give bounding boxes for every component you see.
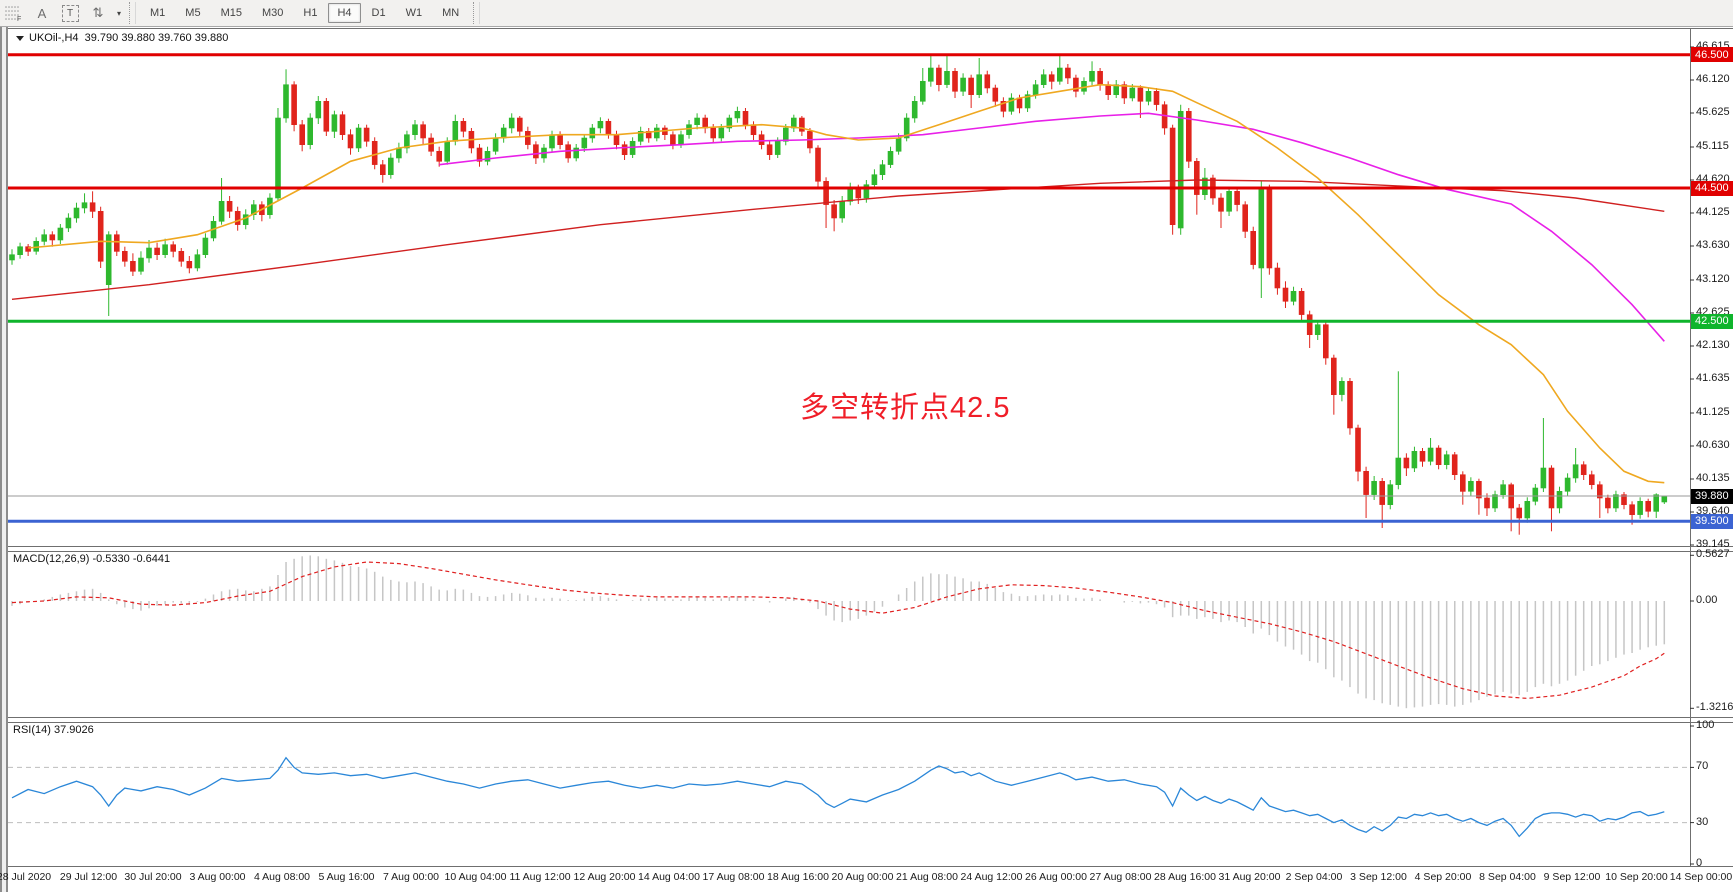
time-tick-label: 24 Aug 12:00 xyxy=(960,871,1023,883)
rsi-tick-label: 0 xyxy=(1696,857,1703,869)
time-tick-label: 2 Sep 04:00 xyxy=(1285,871,1343,883)
time-tick-label: 4 Aug 08:00 xyxy=(253,871,311,883)
dropdown-caret-icon[interactable]: ▾ xyxy=(116,8,121,18)
time-tick-label: 27 Aug 08:00 xyxy=(1089,871,1152,883)
time-tick-label: 9 Sep 12:00 xyxy=(1543,871,1601,883)
timeframe-button-mn[interactable]: MN xyxy=(442,7,460,19)
price-tick-label: 40.135 xyxy=(1696,472,1730,484)
macd-tick-label: 0.5627 xyxy=(1696,548,1730,561)
cursor-tool-icon[interactable]: A xyxy=(37,5,47,21)
time-tick-label: 20 Aug 00:00 xyxy=(831,871,894,883)
chart-shift-icon[interactable]: F xyxy=(1,2,27,24)
arrow-styles-icon[interactable]: ⇅ xyxy=(92,5,104,20)
chart-text-annotation: 多空转折点42.5 xyxy=(800,392,1011,424)
timeframe-button-h1[interactable]: H1 xyxy=(303,7,318,19)
toolbar-separator xyxy=(129,2,136,24)
time-tick-label: 11 Aug 12:00 xyxy=(509,871,571,883)
price-tick-label: 39.145 xyxy=(1696,538,1730,550)
time-tick-label: 17 Aug 08:00 xyxy=(702,871,765,883)
price-tick-label: 46.120 xyxy=(1696,73,1730,85)
grid-dots: F xyxy=(5,5,21,21)
time-tick-label: 28 Aug 16:00 xyxy=(1154,871,1216,883)
chart-title[interactable]: UKOil-,H4 39.790 39.880 39.760 39.880 xyxy=(16,32,228,44)
time-tick-label: 10 Aug 04:00 xyxy=(444,871,507,883)
symbol-ohlc-text: UKOil-,H4 39.790 39.880 39.760 39.880 xyxy=(29,32,229,44)
time-tick-label: 30 Jul 20:00 xyxy=(124,871,182,883)
price-tick-label: 41.125 xyxy=(1696,406,1730,418)
price-tick-label: 40.630 xyxy=(1696,439,1730,451)
time-tick-label: 26 Aug 00:00 xyxy=(1025,871,1087,883)
time-tick-label: 14 Sep 00:00 xyxy=(1669,871,1733,883)
time-tick-label: 4 Sep 20:00 xyxy=(1414,871,1472,883)
time-tick-label: 21 Aug 08:00 xyxy=(896,871,958,883)
macd-tick-label: -1.3216 xyxy=(1696,701,1733,714)
price-tick-label: 43.630 xyxy=(1696,239,1730,251)
level-price-badge: 46.500 xyxy=(1691,47,1733,63)
time-tick-label: 7 Aug 00:00 xyxy=(382,871,440,883)
rsi-panel xyxy=(8,756,1690,838)
timeframe-button-h4[interactable]: H4 xyxy=(328,3,361,23)
time-tick-label: 12 Aug 20:00 xyxy=(573,871,636,883)
price-tick-label: 41.635 xyxy=(1696,372,1730,384)
macd-panel xyxy=(11,555,1666,709)
timeframe-button-w1[interactable]: W1 xyxy=(405,7,423,19)
rsi-tick-label: 30 xyxy=(1696,815,1709,828)
price-tick-label: 43.120 xyxy=(1696,273,1730,285)
time-tick-label: 29 Jul 12:00 xyxy=(59,871,118,883)
text-label-glyph: T xyxy=(61,4,79,22)
macd-tick-label: 0.00 xyxy=(1696,594,1718,606)
price-tick-label: 42.130 xyxy=(1696,339,1730,351)
timeframe-button-m5[interactable]: M5 xyxy=(185,7,201,19)
time-tick-label: 28 Jul 2020 xyxy=(0,871,52,883)
chevron-down-icon xyxy=(16,36,24,41)
level-price-badge: 42.500 xyxy=(1691,313,1733,329)
time-tick-label: 10 Sep 20:00 xyxy=(1605,871,1668,883)
timeframe-button-m15[interactable]: M15 xyxy=(220,7,242,19)
timeframe-button-m1[interactable]: M1 xyxy=(150,7,166,19)
time-tick-label: 14 Aug 04:00 xyxy=(638,871,700,883)
timeframe-button-m30[interactable]: M30 xyxy=(261,7,284,19)
price-tick-label: 45.115 xyxy=(1696,140,1729,152)
panel-frames[interactable] xyxy=(8,28,1733,867)
toolbar: F A T ⇅ ▾ M1 M5 M15 M30 H1 H4 D1 W1 MN xyxy=(0,0,1733,27)
text-label-tool-icon[interactable]: T xyxy=(57,2,83,24)
drawing-toolbar: F A T ⇅ ▾ xyxy=(0,0,125,26)
level-price-badge: 44.500 xyxy=(1691,180,1733,196)
time-tick-label: 18 Aug 16:00 xyxy=(767,871,829,883)
axis-tick-marks xyxy=(1690,46,1694,865)
left-panel-splitter[interactable] xyxy=(0,27,8,892)
toolbar-separator xyxy=(473,2,481,24)
price-tick-label: 45.625 xyxy=(1696,106,1730,118)
time-tick-label: 31 Aug 20:00 xyxy=(1218,871,1281,883)
horizontal-level-lines[interactable] xyxy=(8,53,1690,523)
level-price-badge: 39.500 xyxy=(1691,513,1733,529)
timeframe-toolbar: M1 M5 M15 M30 H1 H4 D1 W1 MN xyxy=(140,0,469,26)
rsi-tick-label: 100 xyxy=(1696,719,1715,731)
svg-text:F: F xyxy=(17,16,21,21)
price-tick-label: 44.125 xyxy=(1696,206,1730,218)
time-tick-label: 5 Aug 16:00 xyxy=(318,871,375,883)
rsi-indicator-label: RSI(14) 37.9026 xyxy=(13,724,94,736)
candlesticks xyxy=(9,54,1668,535)
time-tick-label: 3 Aug 00:00 xyxy=(189,871,246,883)
current-price-badge: 39.880 xyxy=(1691,488,1733,504)
rsi-tick-label: 70 xyxy=(1696,760,1709,773)
time-tick-label: 8 Sep 04:00 xyxy=(1479,871,1536,883)
macd-indicator-label: MACD(12,26,9) -0.5330 -0.6441 xyxy=(13,553,171,565)
timeframe-button-d1[interactable]: D1 xyxy=(371,7,386,19)
time-tick-label: 3 Sep 12:00 xyxy=(1350,871,1407,883)
